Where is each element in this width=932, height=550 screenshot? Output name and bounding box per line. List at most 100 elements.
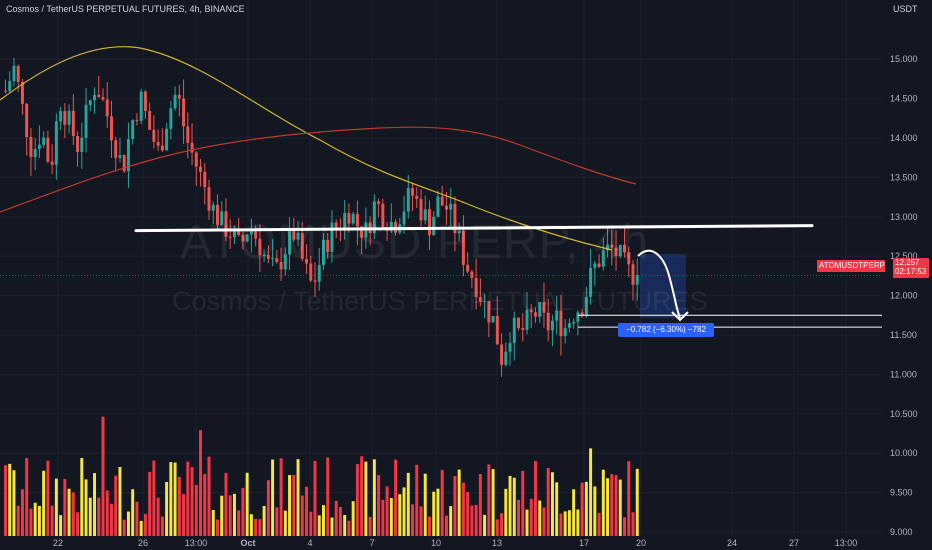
candle-body: [538, 302, 542, 317]
time-tick-label: 13:00: [185, 538, 208, 548]
time-tick-label: 10: [431, 538, 441, 548]
volume-bar: [504, 488, 508, 536]
candle-body: [4, 90, 7, 92]
volume-bar: [487, 464, 491, 536]
volume-bar: [76, 512, 80, 536]
moving-averages: [0, 46, 637, 251]
volume-bar: [88, 497, 92, 536]
candle-body: [330, 222, 334, 252]
volume-bar: [444, 515, 448, 536]
candle-body: [529, 309, 533, 313]
candle-body: [54, 121, 58, 165]
candle-body: [534, 312, 537, 317]
volume-bar: [343, 514, 347, 536]
volume-bar: [131, 489, 135, 536]
volume-bar: [249, 514, 253, 536]
candle-body: [466, 264, 470, 272]
price-tick-label: 13.000: [890, 212, 918, 222]
volume-bar: [266, 480, 270, 536]
volume-bar: [423, 473, 427, 536]
candle-body: [572, 321, 576, 324]
candle-body: [71, 110, 75, 137]
candle-body: [584, 296, 588, 317]
candle-body: [567, 323, 571, 328]
time-axis[interactable]: 22 26 13:00 Oct 4 7 10 13 17 20 24 27 13:00: [0, 536, 932, 550]
candle-body: [76, 136, 80, 153]
volume-bar: [12, 470, 16, 536]
candle-body: [597, 263, 601, 267]
candle-body: [194, 152, 198, 167]
candle-body: [436, 196, 440, 217]
volume-bar: [347, 520, 351, 536]
candle-body: [415, 195, 419, 199]
candle-body: [300, 232, 304, 259]
candle-body: [156, 141, 160, 146]
resistance-line: [134, 224, 814, 233]
candle-body: [500, 344, 504, 365]
volume-bar: [177, 476, 181, 536]
volume-bar: [461, 482, 465, 536]
candle-body: [457, 230, 461, 234]
volume-bar: [20, 489, 24, 536]
volume-bar: [550, 472, 554, 536]
candle-body: [266, 254, 270, 259]
volume-bar: [521, 470, 525, 536]
candle-body: [372, 201, 376, 234]
volume-bar: [42, 470, 46, 536]
volume-bar: [411, 504, 415, 536]
time-tick-label: 27: [789, 538, 799, 548]
volume-bar: [614, 475, 618, 536]
volume-bar: [97, 497, 101, 536]
volume-bar: [71, 492, 75, 536]
volume-bar: [381, 499, 385, 536]
candle-body: [627, 252, 631, 265]
candle-body: [186, 126, 190, 143]
volume-bar: [593, 486, 597, 536]
candle-body: [160, 145, 164, 151]
volume-bars: [4, 416, 639, 536]
volume-bar: [160, 516, 164, 536]
volume-bar: [148, 471, 152, 536]
volume-bar: [199, 430, 203, 536]
candle-body: [88, 100, 92, 105]
volume-bar: [330, 517, 334, 536]
candle-body: [258, 238, 262, 256]
price-tick-label: 13.500: [890, 172, 918, 182]
volume-bar: [576, 509, 580, 536]
candle-body: [635, 275, 639, 285]
volume-bar: [33, 502, 37, 536]
volume-bar: [118, 467, 122, 536]
volume-bar: [546, 468, 550, 536]
volume-bar: [529, 498, 533, 536]
volume-bar: [271, 459, 275, 536]
volume-bar: [623, 517, 627, 536]
volume-bar: [372, 459, 376, 536]
chart-title[interactable]: Cosmos / TetherUS PERPETUAL FUTURES, 4h,…: [6, 4, 245, 14]
candle-body: [80, 137, 84, 153]
candle-body: [20, 82, 24, 104]
candle-body: [59, 111, 63, 122]
candle-body: [504, 351, 508, 365]
volume-bar: [207, 456, 211, 536]
volume-bar: [80, 458, 84, 536]
volume-bar: [317, 515, 321, 536]
volume-bar: [457, 469, 461, 536]
volume-bar: [635, 468, 639, 536]
candle-body: [12, 65, 16, 82]
candle-body: [601, 250, 605, 267]
volume-bar: [584, 481, 588, 536]
candle-body: [334, 222, 338, 229]
volume-bar: [165, 481, 169, 536]
volume-bar: [4, 465, 7, 536]
volume-bar: [283, 510, 287, 536]
candle-body: [631, 264, 635, 285]
volume-bar: [126, 511, 130, 536]
volume-bar: [110, 503, 113, 536]
candle-body: [449, 203, 453, 210]
price-tick-label: 11.000: [890, 369, 917, 379]
candle-body: [262, 254, 266, 256]
candle-body: [610, 244, 614, 248]
time-tick-label: 13: [492, 538, 502, 548]
time-tick-label: 20: [636, 538, 646, 548]
